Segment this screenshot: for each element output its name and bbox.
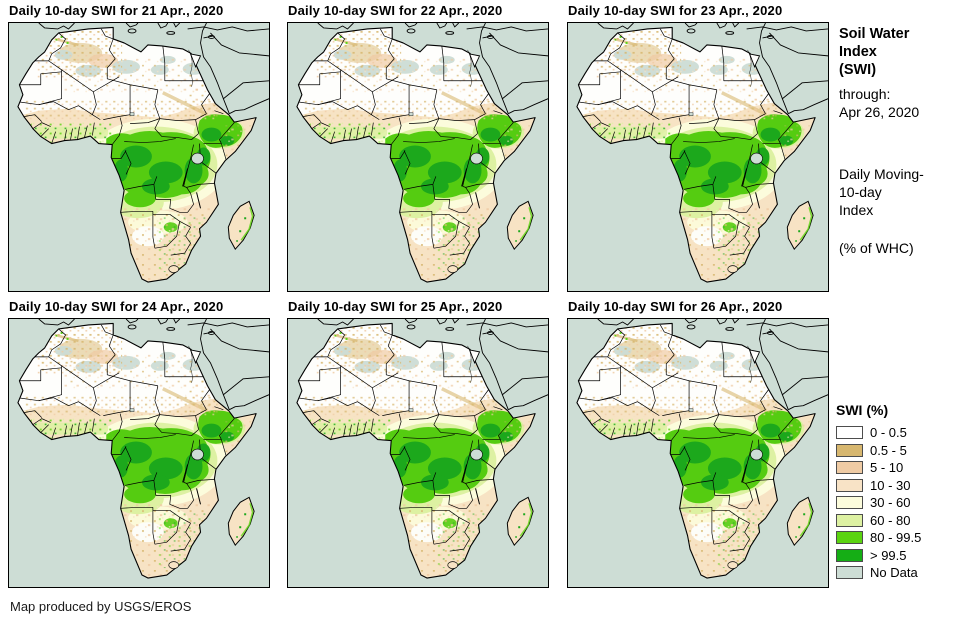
legend-label: 5 - 10 (870, 460, 904, 476)
africa-swi-map (568, 23, 828, 291)
legend-swatch (836, 496, 863, 510)
legend-swatch (836, 478, 863, 492)
africa-map-frame (8, 22, 270, 292)
legend-label: No Data (870, 565, 918, 581)
africa-swi-map (288, 319, 548, 587)
panel-title: Daily 10-day SWI for 24 Apr., 2020 (9, 299, 224, 314)
africa-map-frame (287, 318, 549, 588)
legend-item: 10 - 30 (836, 477, 964, 495)
panel-title: Daily 10-day SWI for 26 Apr., 2020 (568, 299, 783, 314)
sidebar-heading: Soil Water Index (SWI) (839, 25, 909, 79)
legend-label: 0.5 - 5 (870, 442, 907, 458)
swi-legend: SWI (%) 0 - 0.5 0.5 - 5 5 - 10 10 - 30 3… (836, 400, 964, 582)
legend-label: 0 - 0.5 (870, 425, 907, 441)
africa-map-frame (8, 318, 270, 588)
legend-item: 0.5 - 5 (836, 442, 964, 460)
heading-line: Soil Water (839, 26, 910, 42)
map-panel-26apr: Daily 10-day SWI for 26 Apr., 2020 (567, 299, 829, 588)
map-panel-24apr: Daily 10-day SWI for 24 Apr., 2020 (8, 299, 270, 588)
legend-label: 80 - 99.5 (870, 530, 922, 546)
units-note: (% of WHC) (839, 240, 914, 256)
index-line: Index (839, 202, 874, 218)
legend-item: 30 - 60 (836, 494, 964, 512)
legend-label: 60 - 80 (870, 512, 911, 528)
legend-swatch (836, 513, 863, 527)
panel-title: Daily 10-day SWI for 22 Apr., 2020 (288, 3, 503, 18)
through-date: Apr 26, 2020 (839, 104, 920, 120)
legend-swatch (836, 531, 863, 545)
africa-swi-map (9, 319, 269, 587)
legend-label: 30 - 60 (870, 495, 911, 511)
africa-map-frame (567, 318, 829, 588)
legend-swatch (836, 566, 863, 580)
legend-label: > 99.5 (870, 547, 907, 563)
legend-swatch (836, 548, 863, 562)
through-label: through: (839, 86, 891, 102)
panel-title: Daily 10-day SWI for 23 Apr., 2020 (568, 3, 783, 18)
legend-label: 10 - 30 (870, 477, 911, 493)
africa-map-frame (567, 22, 829, 292)
legend-item: 0 - 0.5 (836, 424, 964, 442)
africa-map-frame (287, 22, 549, 292)
africa-swi-map (9, 23, 269, 291)
heading-line: Index (839, 44, 877, 60)
heading-line: (SWI) (839, 62, 877, 78)
legend-item: No Data (836, 564, 964, 582)
legend-swatch (836, 443, 863, 457)
africa-swi-map (568, 319, 828, 587)
through-block: through: Apr 26, 2020 (839, 85, 919, 121)
legend-title: SWI (%) (836, 402, 889, 418)
legend-swatch (836, 426, 863, 440)
map-panel-25apr: Daily 10-day SWI for 25 Apr., 2020 (287, 299, 549, 588)
map-credit: Map produced by USGS/EROS (10, 599, 192, 614)
legend-item: 5 - 10 (836, 459, 964, 477)
legend-item: 80 - 99.5 (836, 529, 964, 547)
index-description: Daily Moving- 10-day Index (839, 165, 924, 219)
map-panel-22apr: Daily 10-day SWI for 22 Apr., 2020 (287, 3, 549, 292)
index-line: Daily Moving- (839, 166, 924, 182)
map-panel-23apr: Daily 10-day SWI for 23 Apr., 2020 (567, 3, 829, 292)
legend-item: > 99.5 (836, 547, 964, 565)
panel-title: Daily 10-day SWI for 25 Apr., 2020 (288, 299, 503, 314)
index-line: 10-day (839, 184, 882, 200)
africa-swi-map (288, 23, 548, 291)
legend-swatch (836, 461, 863, 475)
map-panel-21apr: Daily 10-day SWI for 21 Apr., 2020 (8, 3, 270, 292)
panel-title: Daily 10-day SWI for 21 Apr., 2020 (9, 3, 224, 18)
legend-item: 60 - 80 (836, 512, 964, 530)
